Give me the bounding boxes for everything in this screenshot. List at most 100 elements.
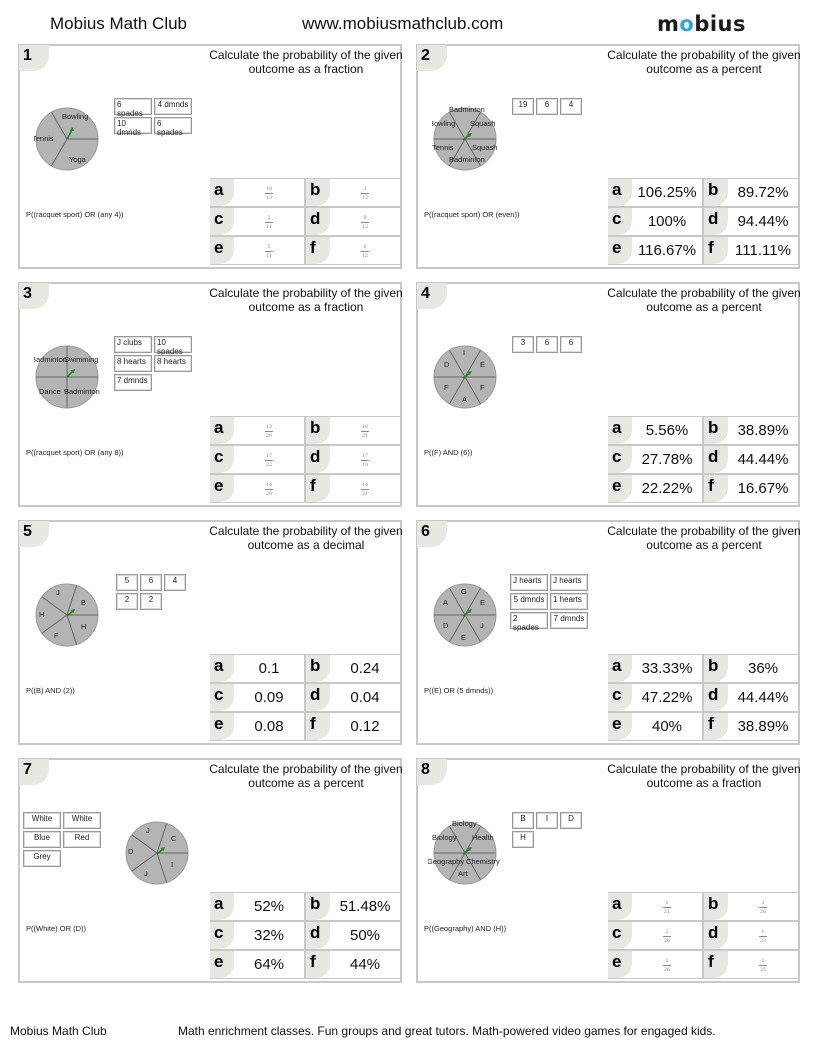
- answer-option-d[interactable]: d 9 12: [306, 207, 400, 236]
- card-grid: White White Blue Red Grey: [23, 812, 101, 867]
- svg-text:Squash: Squash: [470, 119, 495, 128]
- answer-option-a[interactable]: a 5.56%: [608, 416, 702, 445]
- answer-option-e[interactable]: e 22.22%: [608, 474, 702, 503]
- answer-option-c[interactable]: c 27.78%: [608, 445, 702, 474]
- answer-option-a[interactable]: a 10 13: [210, 178, 304, 207]
- card-grid: J hearts J hearts 5 dmnds 1 hearts 2 spa…: [510, 574, 588, 632]
- answer-option-f[interactable]: f 16.67%: [704, 474, 798, 503]
- svg-text:I: I: [171, 860, 173, 869]
- answer-option-c[interactable]: c 47.22%: [608, 683, 702, 712]
- svg-text:A: A: [462, 395, 467, 404]
- spinner: G E J E D A: [432, 582, 498, 648]
- header-url: www.mobiusmathclub.com: [302, 14, 504, 33]
- svg-text:F: F: [444, 383, 449, 392]
- svg-text:C: C: [171, 834, 177, 843]
- answer-option-c[interactable]: c 0.09: [210, 683, 304, 712]
- card: 2: [116, 593, 138, 610]
- question-panel-5: 5 Calculate the probability of the given…: [18, 520, 403, 745]
- answer-option-e[interactable]: e 14 20: [210, 474, 304, 503]
- answer-option-a[interactable]: a 33.33%: [608, 654, 702, 683]
- svg-text:Swimming: Swimming: [64, 355, 99, 364]
- probability-prompt: P((F) AND (6)): [424, 448, 473, 457]
- question-number: 6: [417, 521, 447, 547]
- answer-option-a[interactable]: a 52%: [210, 892, 304, 921]
- answer-option-c[interactable]: c 2 11: [210, 207, 304, 236]
- instruction: Calculate the probability of the given o…: [607, 48, 801, 76]
- answer-option-d[interactable]: d 44.44%: [704, 683, 798, 712]
- card-grid: B I D H: [512, 812, 582, 848]
- card: 8 hearts: [114, 355, 152, 372]
- card: B: [512, 812, 534, 829]
- question-number: 8: [417, 759, 447, 785]
- card: Red: [63, 831, 101, 848]
- answer-option-e[interactable]: e 40%: [608, 712, 702, 741]
- answer-option-e[interactable]: e 5 11: [210, 236, 304, 265]
- answer-option-b[interactable]: b 0.24: [306, 654, 400, 683]
- mobius-logo: mobius: [657, 12, 747, 36]
- answer-option-e[interactable]: e 1 26: [608, 950, 702, 979]
- probability-prompt: P((racquet sport) OR (any 4)): [26, 210, 124, 219]
- svg-text:Squash: Squash: [472, 143, 497, 152]
- card: 4 dmnds: [154, 98, 192, 115]
- answer-option-c[interactable]: c 17 22: [210, 445, 304, 474]
- svg-text:Tennis: Tennis: [34, 134, 54, 143]
- fraction: 3 26: [759, 899, 767, 915]
- svg-text:Bowling: Bowling: [432, 119, 455, 128]
- answer-option-d[interactable]: d 44.44%: [704, 445, 798, 474]
- answer-option-b[interactable]: b 10 21: [306, 416, 400, 445]
- card: 7 dmnds: [114, 374, 152, 391]
- answer-option-a[interactable]: a 106.25%: [608, 178, 702, 207]
- card: 2 spades: [510, 612, 548, 632]
- footer-brand: Mobius Math Club: [10, 1024, 107, 1038]
- fraction: 2 26: [663, 928, 671, 944]
- answer-option-f[interactable]: f 38.89%: [704, 712, 798, 741]
- card: H: [512, 831, 534, 848]
- spinner: J B H F H: [34, 582, 100, 648]
- answer-option-e[interactable]: e 116.67%: [608, 236, 702, 265]
- answer-option-b[interactable]: b 3 12: [306, 178, 400, 207]
- svg-text:F: F: [54, 631, 59, 640]
- svg-text:H: H: [39, 610, 44, 619]
- card: White: [23, 812, 61, 829]
- answer-option-f[interactable]: f 14 21: [306, 474, 400, 503]
- svg-text:Badminton: Badminton: [449, 106, 485, 114]
- svg-text:E: E: [480, 598, 485, 607]
- answer-option-a[interactable]: a 13 20: [210, 416, 304, 445]
- answer-option-f[interactable]: f 111.11%: [704, 236, 798, 265]
- svg-text:Dance: Dance: [39, 387, 61, 396]
- answer-option-f[interactable]: f 0.12: [306, 712, 400, 741]
- spinner: Biology Health Chemistry Art Geography B…: [428, 820, 508, 886]
- answer-option-c[interactable]: c 32%: [210, 921, 304, 950]
- answer-grid: a 0.1 b 0.24 c 0.09 d 0.04 e 0.08 f 0.12: [210, 654, 400, 741]
- svg-text:Tennis: Tennis: [432, 143, 454, 152]
- answer-option-b[interactable]: b 51.48%: [306, 892, 400, 921]
- card: Blue: [23, 831, 61, 848]
- answer-option-d[interactable]: d 0.04: [306, 683, 400, 712]
- answer-option-d[interactable]: d 50%: [306, 921, 400, 950]
- answer-option-b[interactable]: b 36%: [704, 654, 798, 683]
- answer-option-d[interactable]: d 1 23: [704, 921, 798, 950]
- answer-grid: a 52% b 51.48% c 32% d 50% e 64% f 44%: [210, 892, 400, 979]
- question-number: 5: [19, 521, 49, 547]
- answer-option-a[interactable]: a 1 21: [608, 892, 702, 921]
- spinner: Badminton Swimming Badminton Dance: [34, 344, 104, 410]
- footer-tagline: Math enrichment classes. Fun groups and …: [178, 1024, 716, 1038]
- answer-option-b[interactable]: b 89.72%: [704, 178, 798, 207]
- answer-option-c[interactable]: c 100%: [608, 207, 702, 236]
- answer-option-f[interactable]: f 44%: [306, 950, 400, 979]
- card: 6: [536, 336, 558, 353]
- answer-option-e[interactable]: e 0.08: [210, 712, 304, 741]
- card: 7 dmnds: [550, 612, 588, 629]
- card: J hearts: [510, 574, 548, 591]
- answer-option-a[interactable]: a 0.1: [210, 654, 304, 683]
- instruction: Calculate the probability of the given o…: [607, 286, 801, 314]
- answer-option-d[interactable]: d 17 18: [306, 445, 400, 474]
- answer-option-c[interactable]: c 2 26: [608, 921, 702, 950]
- answer-option-d[interactable]: d 94.44%: [704, 207, 798, 236]
- answer-option-e[interactable]: e 64%: [210, 950, 304, 979]
- answer-option-b[interactable]: b 3 26: [704, 892, 798, 921]
- svg-text:Bowling: Bowling: [62, 112, 88, 121]
- answer-option-b[interactable]: b 38.89%: [704, 416, 798, 445]
- answer-option-f[interactable]: f 1 25: [704, 950, 798, 979]
- answer-option-f[interactable]: f 6 12: [306, 236, 400, 265]
